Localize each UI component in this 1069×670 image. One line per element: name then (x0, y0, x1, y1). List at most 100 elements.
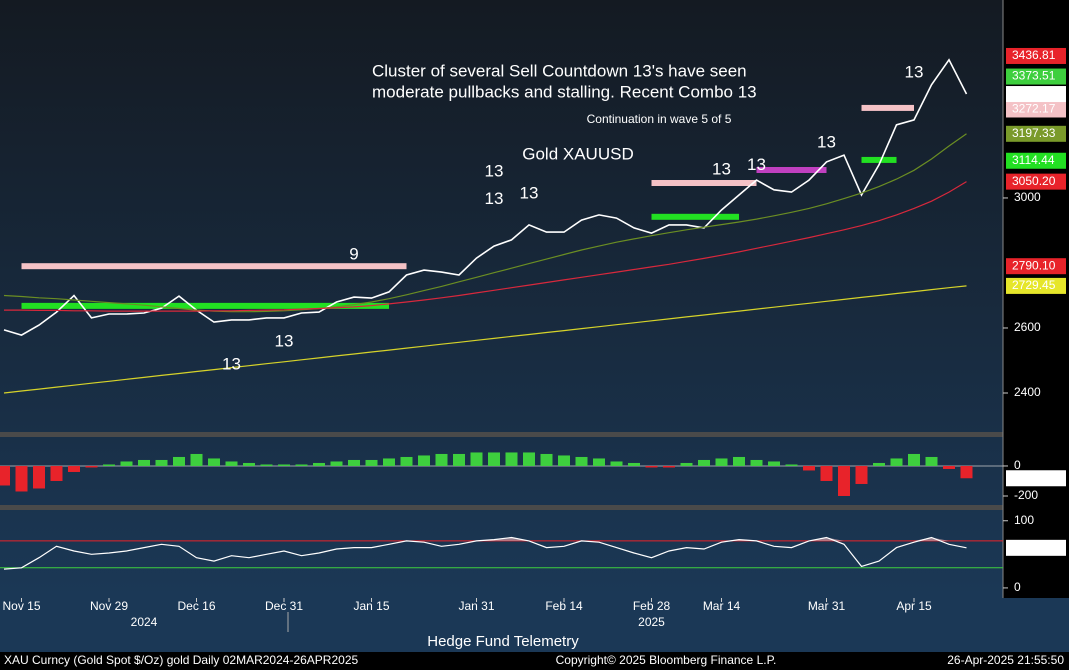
y-tick-label: 0 (1014, 458, 1021, 472)
y-tick-label: 100 (1014, 513, 1034, 527)
price-label: 3373.51 (1012, 69, 1056, 83)
price-label-box (1006, 47, 1066, 64)
histogram-bar (330, 461, 343, 466)
count-label: 13 (905, 62, 924, 81)
value-label: 3319.72 (1012, 86, 1056, 100)
level-bar (861, 104, 914, 111)
y-tick-label: 2600 (1014, 320, 1041, 334)
x-axis-background (0, 598, 1069, 652)
histogram-bar (873, 462, 885, 466)
histogram-bar (278, 464, 290, 466)
histogram-bar (960, 465, 973, 479)
histogram-bar (558, 455, 570, 466)
price-label-box (1006, 125, 1066, 142)
count-label: 13 (485, 189, 504, 208)
level-bar (21, 263, 407, 270)
histogram-bar (768, 461, 780, 466)
histogram-bar (50, 465, 63, 481)
year-label: 2024 (131, 615, 158, 629)
moving-average (4, 181, 967, 312)
y-tick-label: 2400 (1014, 385, 1041, 399)
x-tick-label: Nov 15 (2, 599, 40, 613)
x-tick-label: Feb 14 (545, 599, 583, 613)
histogram-bar (120, 461, 133, 466)
y-tick-label: -200 (1014, 488, 1038, 502)
histogram-bar (488, 452, 500, 466)
histogram-bar (628, 462, 640, 466)
histogram-bar (470, 452, 483, 466)
oscillator-line (3, 536, 967, 570)
x-tick-label: Mar 31 (808, 599, 846, 613)
histogram-bar (645, 465, 658, 468)
subnote: Continuation in wave 5 of 5 (587, 112, 732, 126)
price-label-box (1006, 258, 1066, 275)
histogram-bar (418, 455, 430, 466)
histogram-bar (925, 456, 938, 466)
x-tick-label: Jan 15 (353, 599, 389, 613)
histogram-bar (138, 459, 150, 466)
histogram-bar (85, 465, 98, 468)
price-label: 3050.20 (1012, 174, 1056, 188)
histogram-bar (0, 465, 10, 486)
x-tick-label: Feb 28 (633, 599, 671, 613)
histogram-bar (68, 465, 80, 472)
histogram-bar (365, 459, 378, 466)
histogram-bar (15, 465, 28, 492)
count-label: 13 (817, 133, 836, 152)
histogram-bar (295, 464, 308, 466)
price-label: 3197.33 (1012, 126, 1056, 140)
x-tick-label: Jan 31 (458, 599, 494, 613)
count-label: 13 (712, 159, 731, 178)
value-label-box (1006, 539, 1066, 556)
histogram-bar (435, 453, 448, 466)
y-tick-label: 0 (1014, 580, 1021, 594)
plot-background (0, 0, 1003, 598)
histogram-bar (890, 458, 903, 466)
panel-divider (0, 432, 1003, 437)
value-label: 59.6806 (1012, 540, 1056, 554)
value-label: -81.8857 (1012, 470, 1060, 484)
panel-divider (0, 505, 1003, 510)
price-label: 3436.81 (1012, 48, 1056, 62)
histogram-bar (750, 459, 763, 466)
price-label: 3114.44 (1012, 153, 1055, 167)
count-label: 13 (222, 355, 241, 374)
y-tick-label: 3000 (1014, 190, 1041, 204)
histogram-bar (400, 456, 413, 466)
histogram-bar (680, 462, 693, 466)
histogram-bar (505, 452, 518, 466)
histogram-bar (523, 452, 535, 466)
histogram-bar (785, 464, 798, 466)
price-label: 3272.17 (1012, 102, 1056, 116)
histogram-bar (453, 453, 465, 466)
histogram-bar (698, 459, 710, 466)
price-label-box (1006, 277, 1066, 294)
histogram-bar (103, 464, 115, 466)
histogram-bar (348, 459, 360, 466)
histogram-bar (155, 459, 168, 466)
brand: Hedge Fund Telemetry (427, 633, 579, 650)
x-tick-label: Apr 15 (896, 599, 932, 613)
timestamp: 26-Apr-2025 21:55:50 (947, 653, 1064, 667)
note: moderate pullbacks and stalling. Recent … (372, 82, 757, 101)
value-label-box (1006, 470, 1066, 487)
x-tick-label: Nov 29 (90, 599, 128, 613)
histogram-bar (225, 461, 238, 466)
histogram-bar (715, 458, 728, 466)
footer-bar (0, 652, 1069, 670)
count-label: 13 (485, 161, 504, 180)
level-bar (21, 302, 389, 309)
histogram-bar (908, 453, 920, 466)
level-bar (756, 167, 827, 174)
price-label: 2790.10 (1012, 258, 1056, 272)
histogram-bar (243, 462, 255, 466)
security: XAU Curncy (Gold Spot $/Oz) gold Daily 0… (4, 653, 358, 667)
note: Cluster of several Sell Countdown 13's h… (372, 61, 747, 80)
moving-average (3, 285, 967, 394)
histogram-bar (260, 464, 273, 466)
x-tick-label: Dec 31 (265, 599, 303, 613)
histogram-bar (610, 461, 623, 466)
histogram-bar (33, 465, 45, 489)
